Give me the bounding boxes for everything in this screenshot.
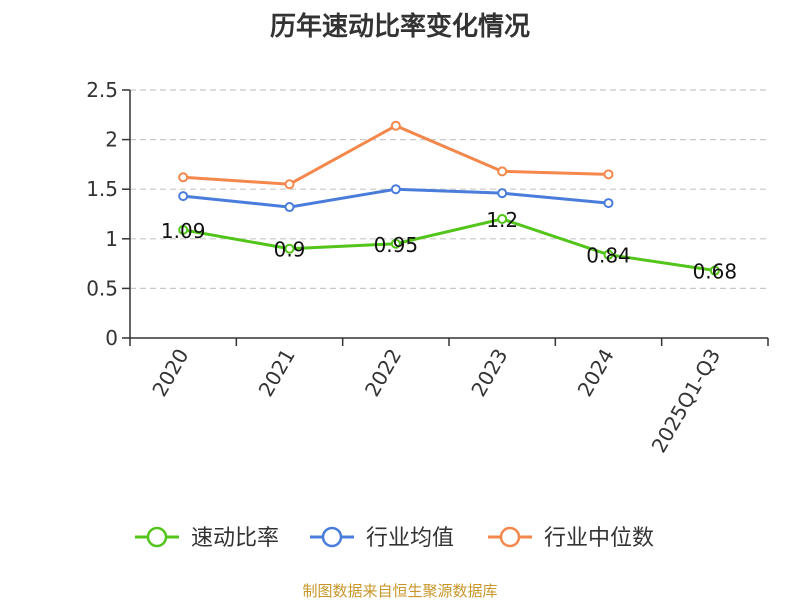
data-point-series-2 (603, 198, 614, 209)
data-point-series-1 (178, 224, 189, 235)
data-label: 1.2 (486, 208, 518, 232)
data-label: 0.95 (374, 233, 419, 257)
legend-label-2: 行业均值 (366, 526, 454, 551)
y-tick-label: 1 (105, 227, 118, 251)
x-tick-label: 2025Q1-Q3 (646, 345, 725, 457)
series-lines (178, 120, 720, 276)
y-tick-label: 0.5 (86, 276, 118, 300)
legend-marker-2 (321, 526, 343, 548)
data-point-series-3 (390, 120, 401, 131)
x-tick-label: 2024 (573, 345, 619, 401)
legend-label-1: 速动比率 (191, 526, 279, 551)
data-point-series-2 (284, 202, 295, 213)
data-point-series-2 (178, 191, 189, 202)
data-point-series-3 (497, 166, 508, 177)
data-label: 0.9 (274, 238, 306, 262)
data-point-series-2 (497, 188, 508, 199)
data-labels: 1.09 0.9 0.95 1.2 0.84 0.68 (161, 208, 737, 284)
data-point-series-1 (284, 243, 295, 254)
x-tick-label: 2021 (254, 345, 300, 401)
data-point-series-1 (709, 265, 720, 276)
data-point-series-3 (603, 169, 614, 180)
data-point-series-1 (390, 238, 401, 249)
chart-title: 历年速动比率变化情况 (269, 12, 530, 42)
legend-marker-1 (146, 526, 168, 548)
data-point-series-3 (178, 172, 189, 183)
legend-marker-3 (499, 526, 521, 548)
grid-lines (130, 89, 768, 289)
source-note: 制图数据来自恒生聚源数据库 (302, 582, 498, 600)
legend-label-3: 行业中位数 (544, 526, 654, 551)
data-point-series-3 (284, 179, 295, 190)
series-line-1 (182, 217, 716, 273)
data-label: 0.84 (586, 244, 631, 268)
axes: 0 0.5 1 1.5 2 2.5 2020 2021 2022 2023 2024 2025Q1-Q… (86, 78, 769, 457)
y-tick-label: 2 (105, 128, 118, 152)
data-point-series-2 (390, 184, 401, 195)
x-tick-label: 2020 (147, 345, 193, 401)
data-label: 1.09 (161, 219, 206, 243)
y-tick-label: 0 (105, 326, 118, 350)
x-tick-label: 2023 (466, 344, 512, 400)
x-tick-label: 2022 (360, 345, 406, 401)
series-line-3 (183, 124, 609, 186)
legend: 速动比率 行业均值 行业中位数 (135, 526, 654, 551)
data-point-series-1 (603, 249, 614, 260)
data-label: 0.68 (693, 260, 738, 284)
data-point-series-1 (497, 213, 508, 224)
y-tick-label: 2.5 (86, 78, 118, 102)
y-tick-label: 1.5 (86, 177, 118, 201)
